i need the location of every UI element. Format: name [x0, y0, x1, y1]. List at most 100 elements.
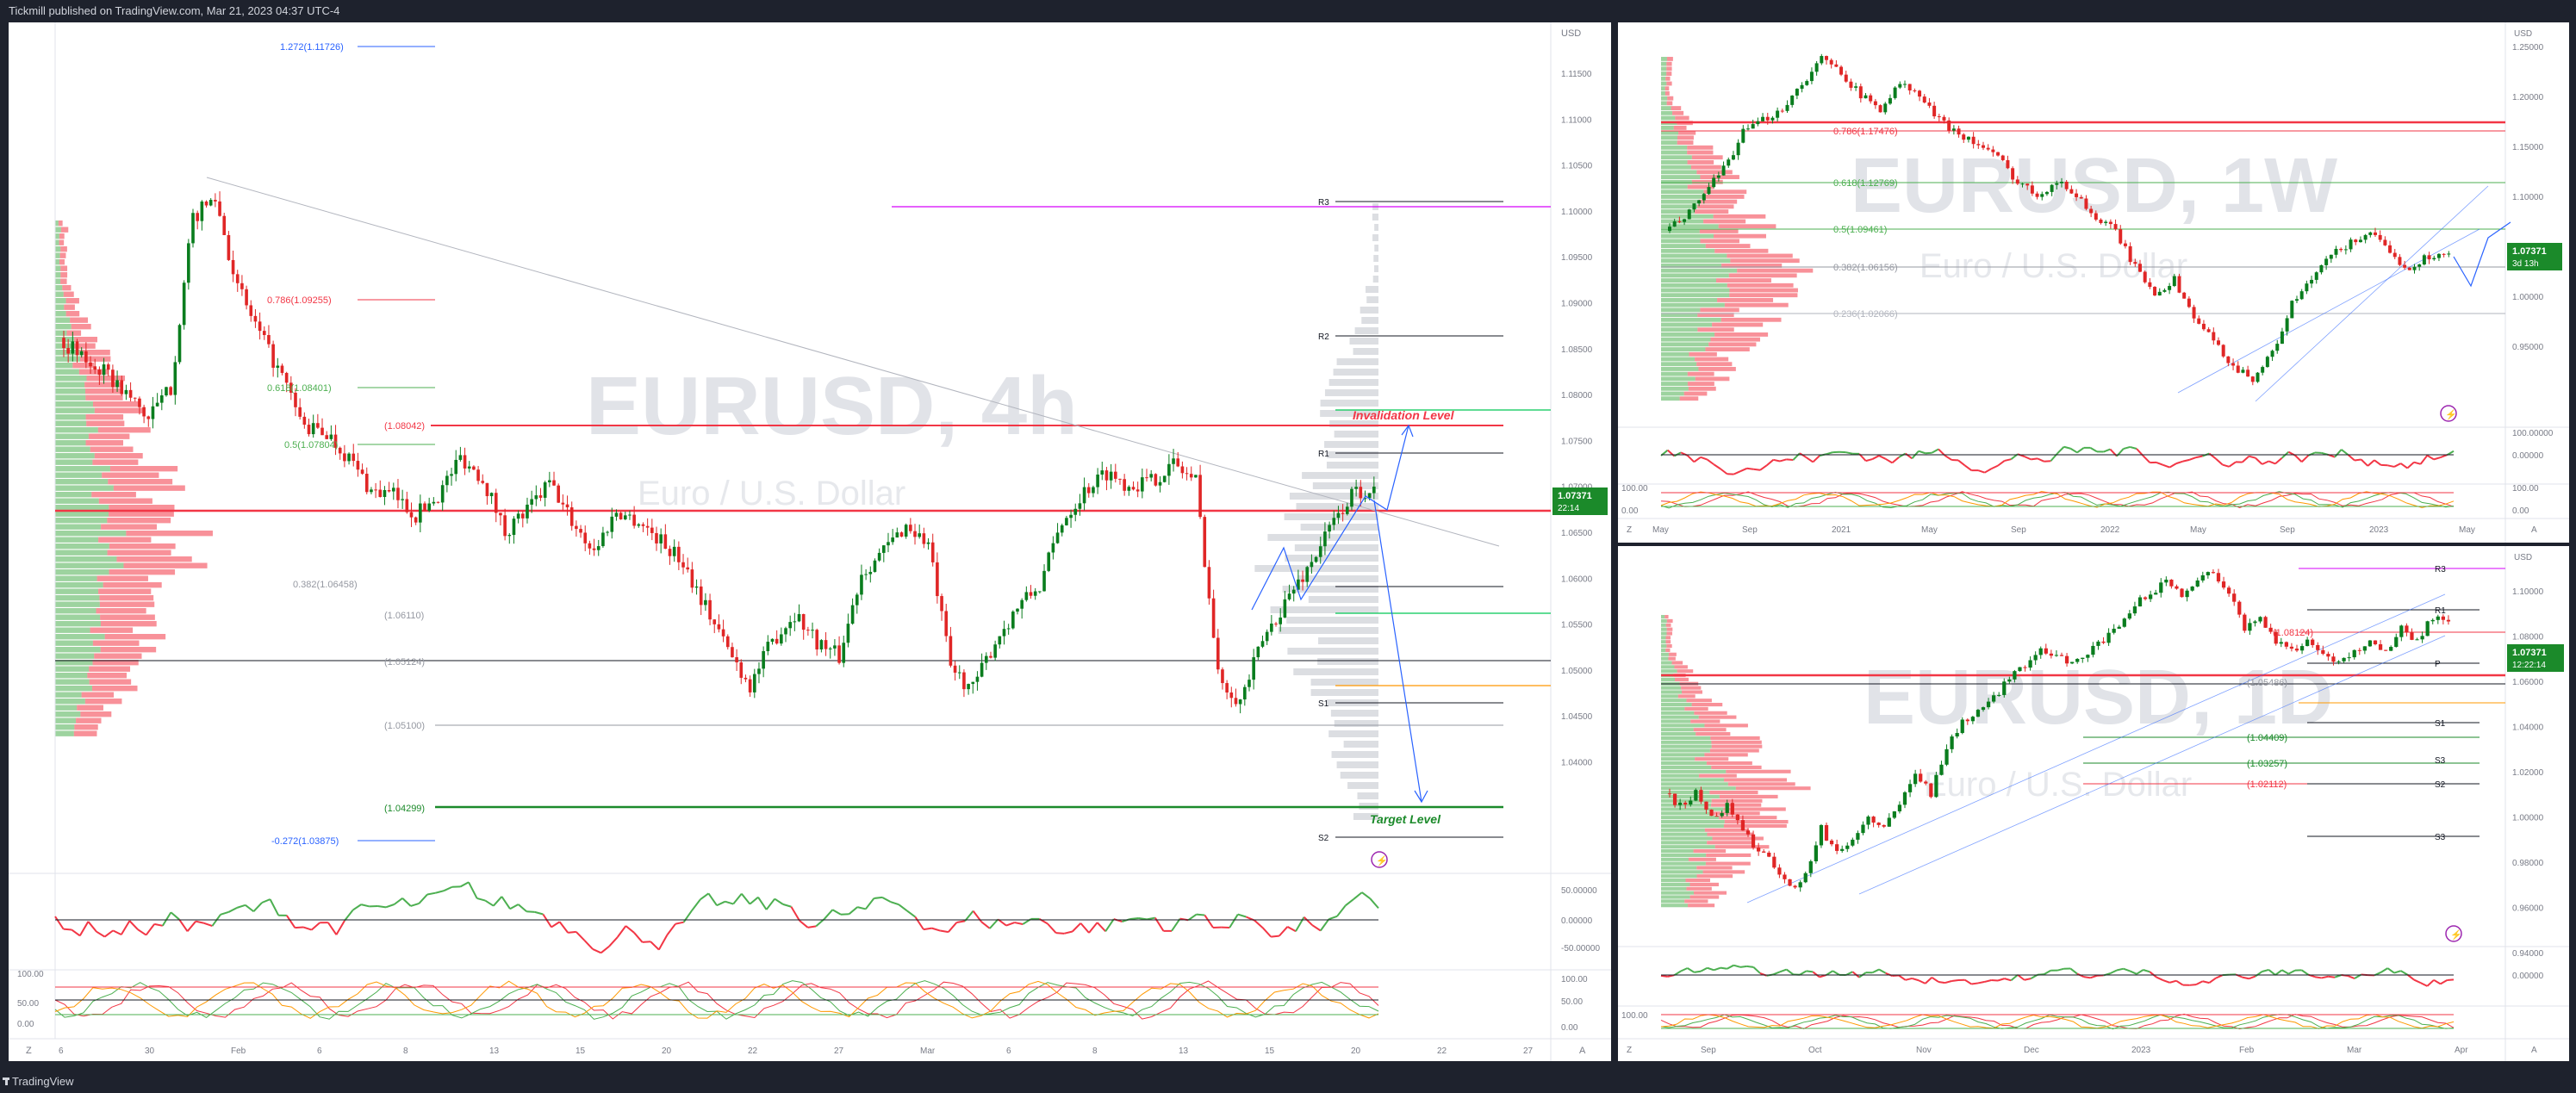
- volume-bar-buy: [1661, 644, 1667, 649]
- momentum-line: [170, 911, 180, 921]
- candle-body: [762, 650, 765, 669]
- price-scale[interactable]: 1.115001.110001.105001.100001.095001.090…: [1561, 70, 1593, 768]
- oscillator-pane-1: [1660, 445, 2455, 475]
- osc-tick: 0.00000: [1561, 916, 1593, 926]
- time-tick: 2023: [2131, 1046, 2151, 1055]
- momentum-line: [2413, 461, 2421, 465]
- price-scale[interactable]: 1.100001.080001.060001.040001.020001.000…: [2512, 587, 2544, 959]
- main-chart-svg[interactable]: EURUSD, 4h Euro / U.S. Dollar: [9, 22, 1611, 1061]
- candle-body: [494, 493, 498, 513]
- price-scale[interactable]: 1.250001.200001.150001.100001.050001.000…: [2512, 43, 2544, 352]
- candle-body: [2410, 632, 2414, 640]
- candle-body: [2175, 586, 2179, 589]
- fib-label: (1.05486): [2247, 678, 2287, 688]
- candle-body: [1221, 669, 1224, 684]
- momentum-line: [1865, 458, 1873, 463]
- session-volume-bar: [1373, 255, 1378, 262]
- time-tick: 13: [489, 1046, 500, 1056]
- session-volume-bar: [1331, 751, 1378, 758]
- volume-bar-buy: [55, 640, 93, 646]
- time-scale[interactable]: 6 30 Feb 6 8 13 15 20 22 27 Mar 6 8 13 15 20 22 27: [59, 1046, 1534, 1056]
- momentum-line: [1319, 918, 1330, 932]
- volume-bar-buy: [1661, 823, 1724, 828]
- candle-body: [1047, 552, 1051, 571]
- volume-bar-buy: [1661, 327, 1698, 332]
- candle-body: [1761, 116, 1765, 121]
- daily-chart-panel[interactable]: EURUSD, 1D Euro / U.S. Dollar (1.08124)(…: [1618, 546, 2569, 1061]
- volume-bar-buy: [55, 498, 99, 504]
- pivot-label: S2: [2435, 780, 2446, 790]
- momentum-line: [707, 892, 718, 906]
- volume-bar-buy: [55, 621, 101, 627]
- scale-button-z[interactable]: Z: [1627, 525, 1632, 535]
- candle-body: [485, 482, 489, 497]
- scale-button-a[interactable]: A: [1579, 1046, 1586, 1056]
- candle-body: [2261, 367, 2265, 373]
- candle-body: [1897, 804, 1902, 812]
- volume-bar-sell: [1693, 849, 1727, 854]
- symbol-watermark: EURUSD, 4h: [586, 360, 1078, 452]
- momentum-line: [459, 881, 470, 888]
- candle-body: [1225, 683, 1229, 693]
- volume-profile: [1661, 615, 1811, 908]
- price-tick: 1.00000: [2512, 293, 2544, 302]
- candle-body: [1902, 792, 1907, 805]
- momentum-line: [1063, 930, 1073, 935]
- candle-body: [1203, 517, 1207, 568]
- momentum-line: [1786, 968, 1794, 976]
- momentum-line: [2083, 976, 2091, 979]
- osc-tick: 0.00: [2512, 506, 2529, 516]
- daily-chart-svg[interactable]: EURUSD, 1D Euro / U.S. Dollar (1.08124)(…: [1618, 546, 2569, 1061]
- volume-bar-sell: [1666, 618, 1673, 623]
- candle-body: [1986, 147, 1990, 150]
- lightning-icon[interactable]: [2445, 925, 2462, 942]
- volume-bar-sell: [60, 227, 69, 233]
- main-chart-panel[interactable]: EURUSD, 4h Euro / U.S. Dollar: [9, 22, 1611, 1061]
- time-scale[interactable]: May Sep 2021 May Sep 2022 May Sep 2023 May: [1652, 525, 2475, 535]
- scale-button-z[interactable]: Z: [26, 1046, 32, 1056]
- volume-bar-sell: [1664, 86, 1670, 91]
- scale-button-z[interactable]: Z: [1627, 1046, 1632, 1055]
- candle-body: [333, 434, 338, 448]
- volume-bar-buy: [1661, 899, 1685, 904]
- candle-body: [659, 534, 663, 543]
- fib-label: (1.03257): [2247, 759, 2287, 769]
- volume-bar-buy: [1661, 661, 1672, 665]
- candle-body: [1824, 824, 1829, 841]
- scale-button-a[interactable]: A: [2531, 525, 2537, 535]
- candle-body: [391, 488, 395, 492]
- candle-body: [245, 289, 248, 306]
- candle-body: [2357, 649, 2361, 651]
- momentum-line: [1878, 968, 1887, 974]
- volume-bar-sell: [1727, 782, 1795, 786]
- lightning-icon[interactable]: [2440, 405, 2457, 422]
- lightning-icon[interactable]: [1371, 851, 1388, 868]
- volume-bar-sell: [1686, 699, 1712, 703]
- momentum-line: [1138, 917, 1148, 921]
- candle-body: [1834, 64, 1839, 67]
- candle-body: [120, 380, 124, 394]
- volume-bar-sell: [1719, 816, 1777, 820]
- osc-tick: 0.00: [1561, 1023, 1578, 1033]
- weekly-chart-svg[interactable]: EURUSD, 1W Euro / U.S. Dollar 0.786(1.17…: [1618, 22, 2569, 543]
- pivot-label: R1: [2435, 606, 2446, 616]
- momentum-line: [269, 898, 280, 916]
- time-scale[interactable]: Sep Oct Nov Dec 2023 Feb Mar Apr: [1701, 1046, 2468, 1055]
- candle-body: [432, 501, 436, 504]
- volume-bar-sell: [1666, 81, 1672, 86]
- volume-bar-buy: [1661, 233, 1714, 239]
- volume-bar-buy: [1661, 273, 1729, 278]
- candle-body: [1096, 474, 1099, 488]
- candle-body: [271, 344, 275, 368]
- momentum-line: [1984, 979, 1992, 983]
- candle-body: [387, 490, 391, 492]
- volume-bar-buy: [55, 466, 110, 472]
- candle-body: [2169, 579, 2174, 587]
- candle-body: [1887, 817, 1891, 827]
- weekly-chart-panel[interactable]: EURUSD, 1W Euro / U.S. Dollar 0.786(1.17…: [1618, 22, 2569, 543]
- candle-body: [2180, 588, 2184, 598]
- osc-tick: 50.00000: [1561, 886, 1597, 896]
- scale-button-a[interactable]: A: [2531, 1046, 2537, 1055]
- candle-body: [1798, 882, 1802, 888]
